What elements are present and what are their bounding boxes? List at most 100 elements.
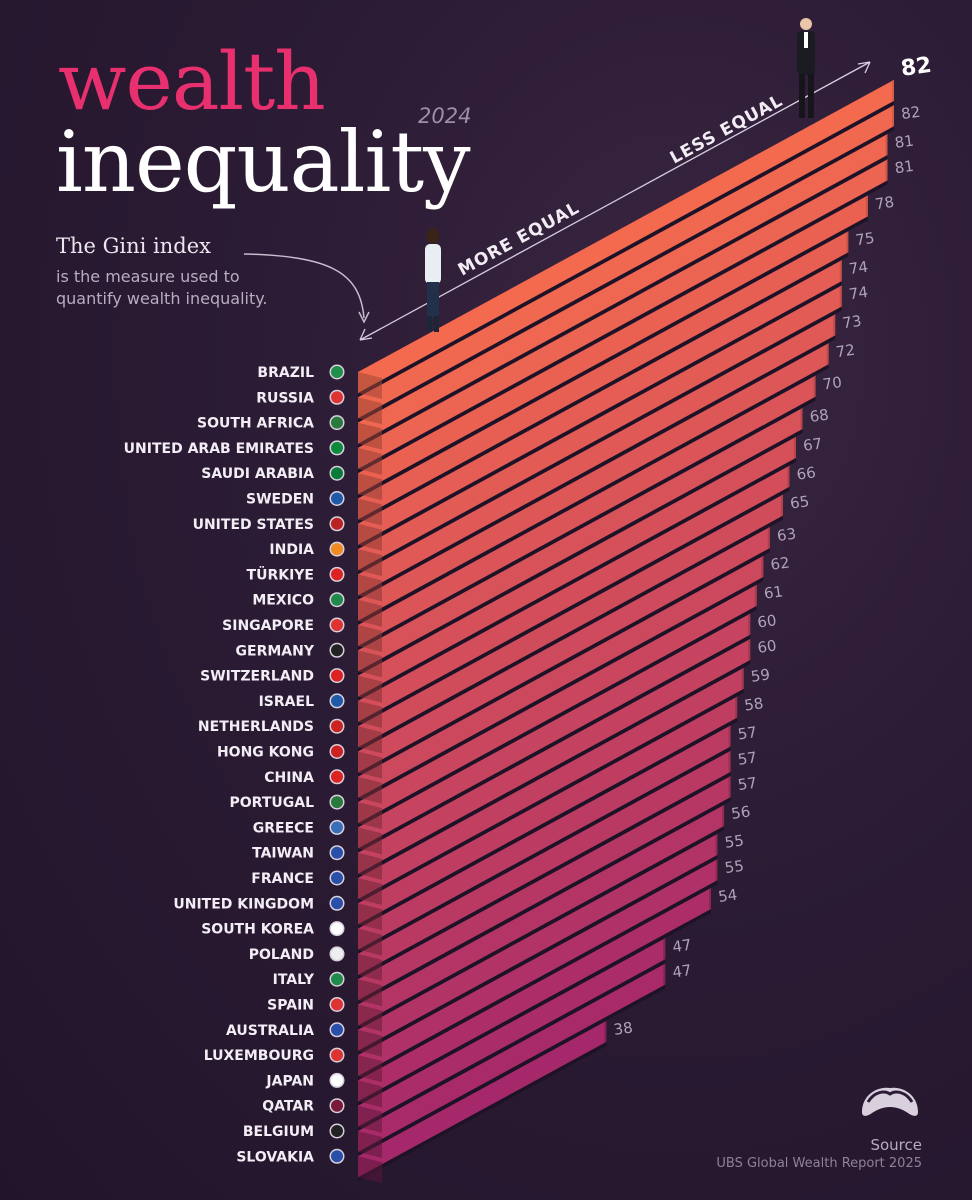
france-flag-icon: [329, 870, 345, 886]
switzerland-flag-icon: [329, 668, 345, 684]
country-label: SAUDI ARABIA: [201, 466, 314, 482]
bar-shadow: [358, 515, 783, 752]
bar-side: [358, 473, 382, 501]
bar-end: [728, 750, 731, 773]
bar: [358, 613, 751, 849]
bar-end: [839, 260, 842, 283]
bar-value-label: 57: [737, 774, 758, 794]
country-label: UNITED ARAB EMIRATES: [124, 441, 314, 457]
bar: [358, 436, 796, 697]
bar-shadow: [358, 306, 842, 575]
poland-flag-icon: [329, 946, 345, 962]
bar-value-label: 82: [899, 53, 933, 82]
bar-side: [358, 878, 382, 905]
saudi-arabia-flag-icon: [329, 465, 345, 481]
bar-end: [826, 343, 829, 366]
bar-shadow: [358, 548, 770, 777]
bar-shadow: [358, 826, 725, 1030]
country-label: JAPAN: [265, 1073, 314, 1089]
country-label: CHINA: [264, 770, 314, 786]
germany-flag-icon: [329, 642, 345, 658]
bar-side: [358, 979, 382, 1007]
bar-end: [885, 159, 888, 182]
bar-side: [358, 751, 382, 779]
woman-figure-icon: [425, 228, 441, 332]
country-label: UNITED KINGDOM: [173, 896, 314, 912]
country-label: AUSTRALIA: [226, 1023, 314, 1039]
country-label: MEXICO: [252, 593, 314, 609]
bar-value-label: 56: [730, 802, 751, 822]
country-label: SOUTH KOREA: [201, 922, 314, 938]
bar-shadow: [358, 771, 731, 979]
bar-value-label: 81: [894, 132, 915, 152]
bar-end: [793, 436, 796, 459]
bar-end: [663, 963, 666, 986]
portugal-flag-icon: [329, 794, 345, 810]
bar-shadow: [358, 659, 751, 878]
man-figure-icon: [797, 18, 815, 118]
country-label: SWEDEN: [246, 492, 314, 508]
bar-value-label: 38: [612, 1018, 633, 1038]
bar: [358, 859, 718, 1077]
hong-kong-flag-icon: [329, 744, 345, 759]
belgium-flag-icon: [329, 1123, 345, 1139]
china-flag-icon: [329, 769, 345, 785]
country-label: UNITED STATES: [193, 517, 314, 533]
country-label: ITALY: [273, 972, 315, 988]
bar-value-label: 60: [756, 636, 777, 656]
bar-shadow: [358, 688, 744, 903]
bar-side: [358, 599, 382, 627]
bar-end: [722, 805, 725, 828]
bar-end: [604, 1020, 607, 1043]
mexico-flag-icon: [329, 592, 345, 608]
bar: [358, 231, 849, 520]
bar-shadow: [358, 605, 757, 828]
country-label: HONG KONG: [217, 745, 314, 761]
bar: [358, 159, 888, 469]
bar-value-label: 62: [769, 553, 790, 573]
bar-shadow: [358, 429, 803, 676]
bar: [358, 285, 842, 571]
bar-shadow: [358, 457, 796, 701]
bar-value-label: 72: [835, 341, 856, 361]
bar: [358, 195, 868, 495]
bar-shadow: [358, 717, 738, 929]
bar-shadow: [358, 909, 711, 1106]
bar-side: [358, 523, 382, 551]
bar: [358, 105, 894, 419]
gini-index-description: is the measure used to quantify wealth i…: [56, 267, 268, 308]
bar: [358, 888, 711, 1102]
bar-shadow: [358, 854, 718, 1055]
country-label: BELGIUM: [243, 1124, 314, 1140]
bar-side: [358, 903, 382, 931]
bar: [358, 79, 894, 393]
india-flag-icon: [329, 541, 345, 557]
bar-shadow: [358, 984, 666, 1156]
bar-shadow: [358, 335, 836, 600]
bar-side: [358, 650, 382, 678]
axis-arrow-right-icon: [857, 61, 871, 74]
year-label: 2024: [418, 104, 472, 128]
bar-shadow: [358, 634, 751, 853]
bar-end: [892, 105, 894, 128]
uk-flag-icon: [329, 895, 345, 911]
bar: [358, 750, 731, 975]
bar-side: [358, 928, 382, 956]
bar-end: [833, 314, 836, 337]
bar: [358, 494, 783, 748]
source-label: Source: [870, 1136, 922, 1154]
equality-axis-line: [359, 61, 871, 341]
bar: [358, 667, 744, 899]
bar-end: [839, 285, 842, 308]
luxembourg-flag-icon: [329, 1047, 345, 1063]
bar-shadow: [358, 364, 829, 625]
bar-end: [748, 613, 751, 636]
bar-shadow: [358, 797, 731, 1005]
slovakia-flag-icon: [329, 1148, 345, 1164]
bar-end: [663, 938, 666, 961]
bar-side: [358, 1156, 382, 1184]
bar-side: [358, 549, 382, 577]
bar-side: [358, 397, 382, 425]
bar: [358, 938, 666, 1127]
